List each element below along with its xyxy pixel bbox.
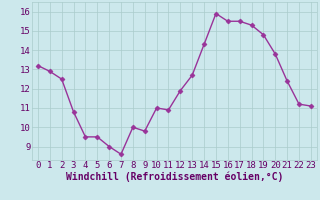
X-axis label: Windchill (Refroidissement éolien,°C): Windchill (Refroidissement éolien,°C): [66, 172, 283, 182]
